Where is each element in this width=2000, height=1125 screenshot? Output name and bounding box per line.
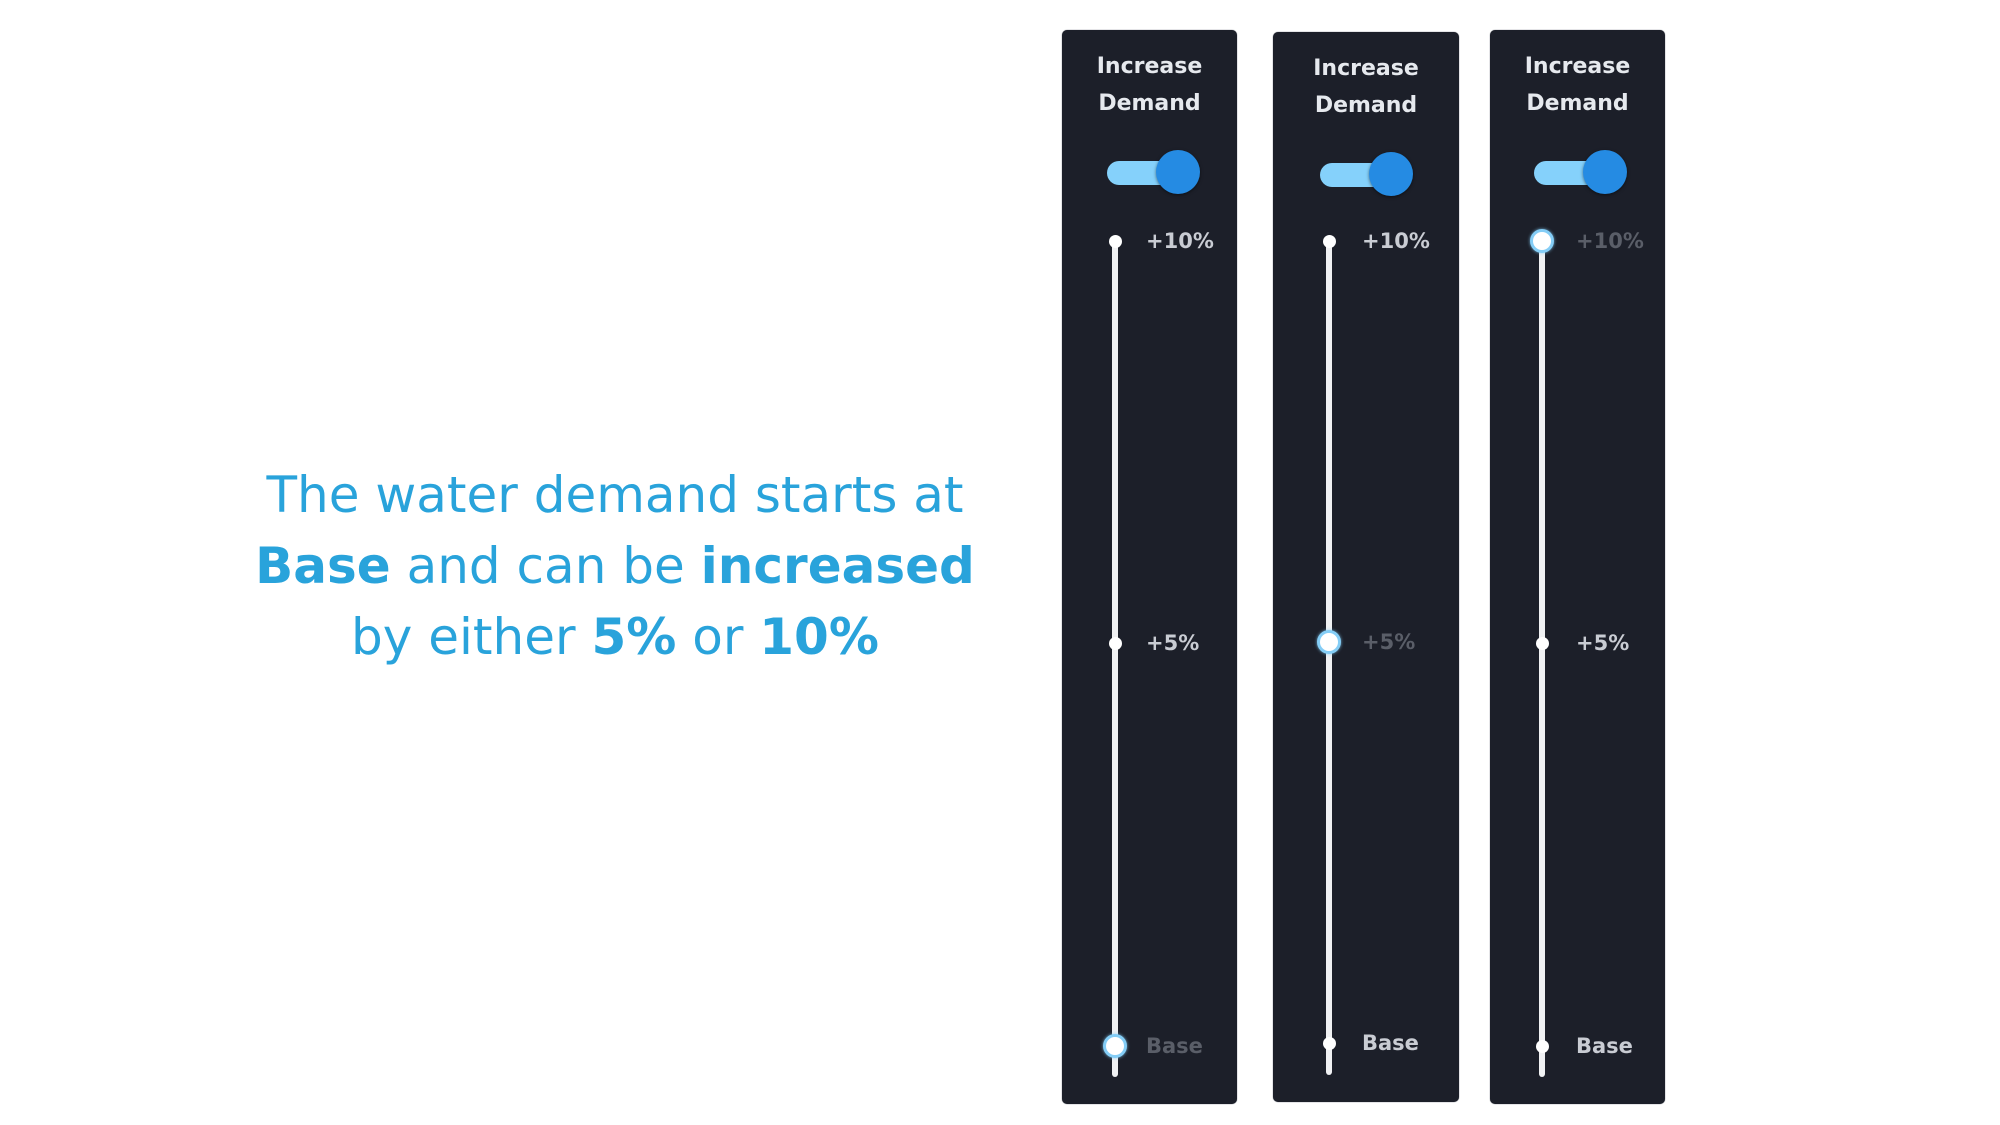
slider-stop-10pct[interactable] [1108,234,1122,248]
slider-stop-5pct[interactable] [1108,636,1122,650]
panel-title: Increase Demand [1490,48,1665,122]
increase-demand-toggle[interactable] [1107,150,1200,194]
toggle-knob [1369,152,1413,196]
slider-stop-base[interactable] [1322,1036,1336,1050]
tick-label-5pct: +5% [1362,630,1416,654]
tick-label-10pct: +10% [1576,229,1644,253]
panel-title: Increase Demand [1062,48,1237,122]
increase-demand-toggle[interactable] [1534,150,1627,194]
panel-title-line-2: Demand [1526,91,1629,116]
caption-5pct-bold: 5% [591,608,677,666]
panel-title-line-1: Increase [1096,54,1203,79]
tick-label-5pct: +5% [1146,631,1200,655]
demand-panel-base: Increase Demand +10% +5% Base [1062,30,1237,1104]
demand-panel-10pct: Increase Demand +10% +5% Base [1490,30,1665,1104]
toggle-knob [1156,150,1200,194]
panel-title-line-2: Demand [1314,93,1418,118]
caption-line-2-text: and can be [390,537,701,595]
slider-stop-base[interactable] [1535,1039,1549,1053]
slider-stop-5pct[interactable] [1535,636,1549,650]
tick-label-10pct: +10% [1146,229,1214,253]
caption-base-bold: Base [255,537,391,595]
caption-line-2: Base and can be increased [230,531,1000,602]
caption-text: The water demand starts at Base and can … [230,460,1000,673]
panel-title-line-1: Increase [1313,56,1419,81]
increase-demand-toggle[interactable] [1320,152,1413,196]
tick-label-5pct: +5% [1576,631,1630,655]
demand-slider-rail[interactable] [1112,240,1118,1077]
demand-panel-5pct: Increase Demand +10% +5% Base [1273,32,1459,1102]
toggle-knob [1583,150,1627,194]
caption-line-1: The water demand starts at [266,466,964,524]
caption-10pct-bold: 10% [759,608,879,666]
tick-label-base: Base [1362,1031,1419,1055]
panel-title: Increase Demand [1273,50,1459,124]
slider-thumb[interactable] [1530,229,1554,253]
panel-title-line-1: Increase [1524,54,1631,79]
demand-slider-rail[interactable] [1326,240,1332,1075]
slider-thumb[interactable] [1317,630,1341,654]
caption-line-3: by either 5% or 10% [230,602,1000,673]
tick-label-base: Base [1146,1034,1203,1058]
tick-label-base: Base [1576,1034,1633,1058]
caption-line-3-text-b: or [676,608,760,666]
caption-line-3-text-a: by either [351,608,592,666]
slider-stop-10pct[interactable] [1322,234,1336,248]
demand-slider-rail[interactable] [1539,240,1545,1077]
tick-label-10pct: +10% [1362,229,1430,253]
caption-increased-bold: increased [700,537,975,595]
panel-title-line-2: Demand [1098,91,1201,116]
slider-thumb[interactable] [1103,1034,1127,1058]
